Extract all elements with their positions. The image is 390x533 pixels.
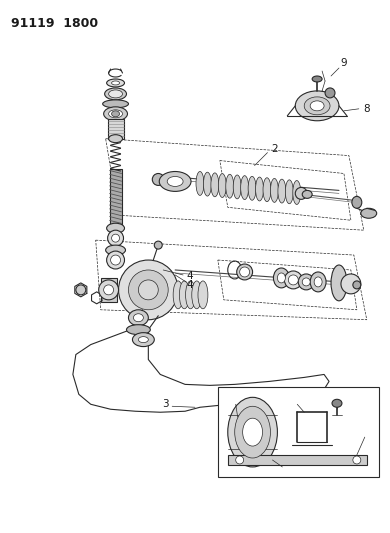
Ellipse shape xyxy=(126,325,150,335)
Ellipse shape xyxy=(104,285,113,295)
Ellipse shape xyxy=(109,90,122,98)
Ellipse shape xyxy=(241,176,248,199)
Ellipse shape xyxy=(237,264,253,280)
Ellipse shape xyxy=(106,223,124,233)
Ellipse shape xyxy=(312,76,322,82)
Ellipse shape xyxy=(284,271,302,289)
Circle shape xyxy=(154,241,162,249)
Ellipse shape xyxy=(108,230,124,246)
Ellipse shape xyxy=(314,277,322,287)
Ellipse shape xyxy=(361,208,377,218)
Circle shape xyxy=(138,280,158,300)
Ellipse shape xyxy=(295,188,307,199)
Ellipse shape xyxy=(105,88,126,100)
Ellipse shape xyxy=(341,274,361,294)
Ellipse shape xyxy=(179,281,189,309)
Ellipse shape xyxy=(248,176,256,200)
Ellipse shape xyxy=(270,179,278,203)
Ellipse shape xyxy=(76,285,86,295)
Circle shape xyxy=(353,281,361,289)
Ellipse shape xyxy=(192,281,202,309)
Ellipse shape xyxy=(331,265,347,301)
Ellipse shape xyxy=(196,172,204,196)
Ellipse shape xyxy=(228,397,277,467)
Ellipse shape xyxy=(186,281,195,309)
Circle shape xyxy=(353,456,361,464)
Text: 2: 2 xyxy=(271,143,278,154)
Ellipse shape xyxy=(310,101,324,111)
Ellipse shape xyxy=(288,275,298,285)
Bar xyxy=(101,278,117,302)
Text: 6: 6 xyxy=(229,395,235,405)
Ellipse shape xyxy=(243,418,262,446)
Ellipse shape xyxy=(112,234,120,242)
Ellipse shape xyxy=(218,174,226,197)
Text: 9: 9 xyxy=(340,58,347,68)
Ellipse shape xyxy=(278,179,286,203)
Ellipse shape xyxy=(204,172,211,196)
Ellipse shape xyxy=(159,172,191,191)
Ellipse shape xyxy=(173,281,183,309)
Ellipse shape xyxy=(111,255,121,265)
Ellipse shape xyxy=(198,281,208,309)
Ellipse shape xyxy=(104,107,128,121)
Ellipse shape xyxy=(109,110,122,118)
Ellipse shape xyxy=(211,173,219,197)
Ellipse shape xyxy=(302,190,312,198)
Ellipse shape xyxy=(112,111,120,117)
Ellipse shape xyxy=(255,177,264,201)
Text: 7: 7 xyxy=(282,464,289,474)
Ellipse shape xyxy=(235,406,270,458)
Circle shape xyxy=(152,173,164,185)
Ellipse shape xyxy=(106,79,124,87)
Text: 4: 4 xyxy=(339,394,345,405)
Bar xyxy=(108,119,124,139)
Ellipse shape xyxy=(106,251,124,269)
Bar xyxy=(110,168,122,228)
Ellipse shape xyxy=(233,175,241,199)
Ellipse shape xyxy=(295,91,339,121)
Text: 91119  1800: 91119 1800 xyxy=(11,17,98,30)
Ellipse shape xyxy=(310,272,326,292)
Ellipse shape xyxy=(298,274,314,290)
Ellipse shape xyxy=(302,278,310,286)
Ellipse shape xyxy=(133,333,154,346)
Ellipse shape xyxy=(293,181,301,205)
Ellipse shape xyxy=(352,196,362,208)
Ellipse shape xyxy=(133,314,144,322)
Text: 4: 4 xyxy=(187,280,193,290)
Circle shape xyxy=(236,456,244,464)
Circle shape xyxy=(119,260,178,320)
Ellipse shape xyxy=(128,310,148,326)
Text: 5: 5 xyxy=(294,394,301,405)
Ellipse shape xyxy=(263,178,271,201)
Ellipse shape xyxy=(285,180,293,204)
Text: 8: 8 xyxy=(363,104,370,114)
Ellipse shape xyxy=(332,399,342,407)
Ellipse shape xyxy=(112,81,120,85)
Ellipse shape xyxy=(103,100,128,108)
Bar xyxy=(218,387,379,477)
Ellipse shape xyxy=(109,135,122,143)
Text: 3: 3 xyxy=(286,424,292,434)
Text: 1: 1 xyxy=(365,430,372,440)
Ellipse shape xyxy=(273,268,289,288)
Text: 4: 4 xyxy=(187,271,193,281)
Ellipse shape xyxy=(106,245,126,255)
Ellipse shape xyxy=(277,273,285,283)
Circle shape xyxy=(325,88,335,98)
Ellipse shape xyxy=(226,174,234,198)
Text: 3: 3 xyxy=(162,399,168,409)
Circle shape xyxy=(128,270,168,310)
Ellipse shape xyxy=(138,337,148,343)
Ellipse shape xyxy=(99,280,119,300)
Ellipse shape xyxy=(167,176,183,187)
Bar xyxy=(228,455,367,465)
Ellipse shape xyxy=(240,267,250,277)
Ellipse shape xyxy=(304,97,330,115)
